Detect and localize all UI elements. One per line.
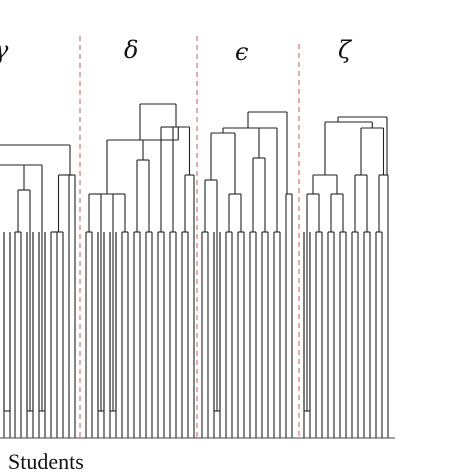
cluster-label-epsilon: ϵ	[235, 38, 248, 66]
cluster-label-gamma: γ	[0, 36, 9, 64]
cluster-label-zeta: ζ	[338, 36, 353, 64]
cluster-label-delta: δ	[124, 36, 138, 64]
cluster-separators	[79, 36, 300, 438]
dendrogram-branches	[0, 103, 389, 438]
x-axis-label: Students	[8, 449, 84, 474]
